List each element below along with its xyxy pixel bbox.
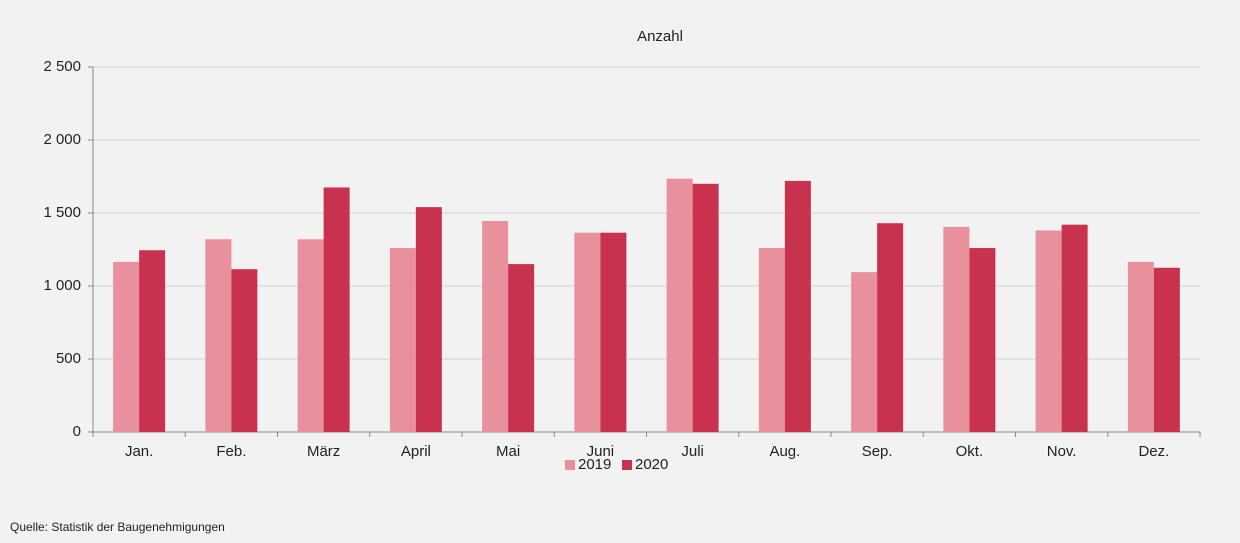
y-tick-label: 1 000 — [43, 277, 81, 294]
bar — [784, 180, 811, 432]
bar — [139, 250, 166, 432]
legend-label: 2020 — [635, 456, 668, 473]
bar — [231, 269, 258, 432]
source-note: Quelle: Statistik der Baugenehmigungen — [10, 520, 225, 534]
bar — [323, 187, 350, 432]
bar — [1061, 224, 1088, 432]
bar — [415, 207, 442, 432]
legend-label: 2019 — [578, 456, 611, 473]
bar — [1153, 267, 1180, 432]
y-tick-label: 2 500 — [43, 58, 81, 75]
bar — [205, 239, 232, 432]
y-tick-label: 0 — [73, 423, 81, 440]
bar — [574, 232, 601, 432]
bar — [1035, 230, 1062, 432]
y-tick-label: 500 — [56, 350, 81, 367]
x-tick-label: Sep. — [862, 443, 893, 460]
x-tick-label: April — [401, 443, 431, 460]
bar — [482, 221, 509, 432]
bar — [666, 178, 693, 432]
bar — [508, 264, 535, 432]
x-tick-label: Dez. — [1138, 443, 1169, 460]
bar — [297, 239, 324, 432]
bar — [389, 248, 416, 432]
bar — [113, 261, 140, 432]
x-tick-label: Nov. — [1047, 443, 1077, 460]
bar — [969, 248, 996, 432]
bar — [877, 223, 904, 432]
x-tick-label: Feb. — [216, 443, 246, 460]
x-tick-label: März — [307, 443, 340, 460]
x-tick-label: Aug. — [769, 443, 800, 460]
x-tick-label: Jan. — [125, 443, 153, 460]
y-tick-label: 2 000 — [43, 131, 81, 148]
bar — [1127, 261, 1154, 432]
bar — [943, 226, 970, 432]
x-tick-label: Mai — [496, 443, 520, 460]
bar — [758, 248, 785, 432]
bar — [692, 183, 719, 432]
x-tick-label: Juni — [587, 443, 615, 460]
legend-swatch — [622, 460, 632, 470]
bar — [851, 272, 878, 432]
x-tick-label: Juli — [681, 443, 704, 460]
chart-title: Anzahl — [637, 28, 683, 45]
y-tick-label: 1 500 — [43, 204, 81, 221]
x-tick-label: Okt. — [956, 443, 984, 460]
bar — [600, 232, 627, 432]
legend-swatch — [565, 460, 575, 470]
